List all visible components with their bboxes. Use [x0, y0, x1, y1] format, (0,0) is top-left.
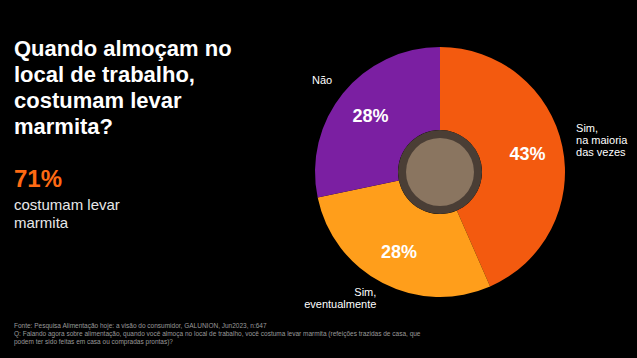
svg-text:Não: Não — [312, 74, 332, 86]
svg-text:Sim,eventualmente: Sim,eventualmente — [304, 286, 376, 310]
svg-text:28%: 28% — [381, 242, 417, 262]
html-text:Fonte: Pesquisa Alimentação ho: Fonte: Pesquisa Alimentação hoje: a visã… — [14, 322, 267, 329]
svg-text:Sim,na maioriadas vezes: Sim,na maioriadas vezes — [576, 122, 628, 158]
html-text:Quando almoçam no local de tra: Quando almoçam no local de trabalho, cos… — [14, 36, 232, 139]
html-text:Q: Falando agora sobre aliment: Q: Falando agora sobre alimentação, quan… — [14, 330, 421, 346]
svg-text:28%: 28% — [353, 106, 389, 126]
svg-text:43%: 43% — [510, 144, 546, 164]
html-text:costumam levar marmita: costumam levar marmita — [14, 196, 120, 231]
html-text:71%: 71% — [14, 165, 62, 192]
